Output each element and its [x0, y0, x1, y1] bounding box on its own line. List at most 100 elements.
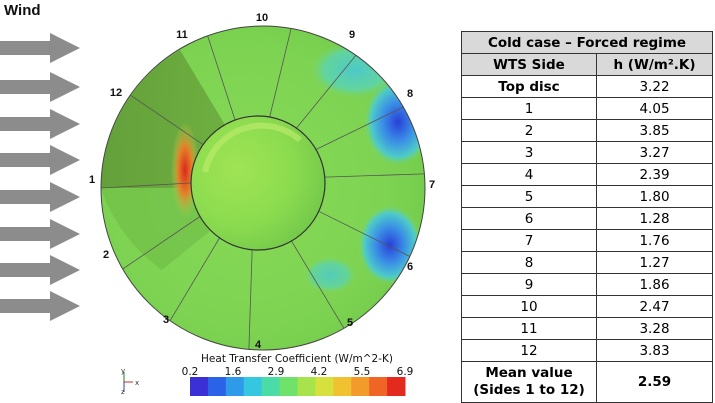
row-side: 7 [461, 229, 597, 252]
table-row: 10 2.47 [461, 295, 713, 318]
table-row: 8 1.27 [461, 251, 713, 274]
row-h: 1.27 [596, 251, 713, 274]
table-row: Top disc 3.22 [461, 75, 713, 98]
segment-divider [130, 94, 204, 145]
colorbar-cell [387, 377, 406, 396]
row-side: 1 [461, 97, 597, 120]
colorbar-tick-label: 6.9 [397, 366, 414, 378]
row-side: 5 [461, 185, 597, 208]
side-label: 8 [407, 88, 413, 100]
axis-y-label: y [121, 367, 125, 375]
row-side: 8 [461, 251, 597, 274]
wind-arrow-icon [0, 33, 80, 63]
mean-value: 2.59 [596, 361, 713, 403]
wind-arrow-icon [0, 291, 80, 321]
row-h: 3.85 [596, 119, 713, 142]
side-label: 11 [176, 29, 188, 41]
colorbar-cell [351, 377, 370, 396]
wind-arrows [0, 33, 80, 321]
colorbar-cell [315, 377, 334, 396]
colorbar-tick-label: 5.5 [354, 366, 371, 378]
side-label: 12 [110, 87, 122, 99]
table-row: 3 3.27 [461, 141, 713, 164]
segment-divider [248, 249, 253, 350]
segment-divider [122, 216, 201, 270]
mean-label-line2: (Sides 1 to 12) [473, 382, 585, 398]
colorbar-cell [297, 377, 316, 396]
colorbar-cell [190, 377, 209, 396]
top-disc [190, 115, 326, 251]
segment-divider [207, 35, 236, 121]
mean-label-line1: Mean value [485, 365, 573, 381]
segment-divider [318, 210, 410, 257]
table-title: Cold case – Forced regime [461, 31, 713, 54]
colorbar-cell [225, 377, 245, 396]
row-h: 3.22 [596, 75, 713, 98]
table-body: Top disc 3.22 1 4.05 2 3.85 3 3.27 4 2.39 5 1.80 6 1.… [461, 75, 713, 362]
table-row: 4 2.39 [461, 163, 713, 186]
colorbar-scale [190, 377, 406, 396]
colorbar-cell [261, 377, 281, 396]
segment-divider [315, 106, 404, 150]
side-label: 10 [256, 12, 268, 24]
row-side: 10 [461, 295, 597, 318]
row-h: 1.80 [596, 185, 713, 208]
results-table: Cold case – Forced regime WTS Side h (W/… [461, 31, 713, 403]
colorbar-tick-label: 2.9 [268, 366, 285, 378]
side-label: 2 [103, 249, 109, 261]
colorbar-cell [207, 377, 227, 396]
row-h: 2.47 [596, 295, 713, 318]
wind-arrow-icon [0, 109, 80, 139]
row-h: 1.86 [596, 273, 713, 296]
row-side: Top disc [461, 75, 597, 98]
table-row: 7 1.76 [461, 229, 713, 252]
segment-dividers [100, 28, 425, 350]
table-row: 11 3.28 [461, 317, 713, 340]
wind-arrow-icon [0, 219, 80, 249]
colorbar-cell [369, 377, 388, 396]
row-side: 4 [461, 163, 597, 186]
side-label: 7 [429, 179, 435, 191]
side-label: 3 [163, 314, 169, 326]
segment-divider [291, 240, 345, 329]
mean-label: Mean value (Sides 1 to 12) [461, 361, 597, 403]
table-row: 9 1.86 [461, 273, 713, 296]
row-side: 6 [461, 207, 597, 230]
row-h: 3.27 [596, 141, 713, 164]
row-h: 3.83 [596, 339, 713, 362]
colorbar-tick-label: 0.2 [182, 366, 199, 378]
row-h: 1.28 [596, 207, 713, 230]
row-h: 4.05 [596, 97, 713, 120]
side-label: 9 [349, 29, 355, 41]
wind-arrow-icon [0, 255, 80, 285]
axis-z-label: z [121, 388, 125, 396]
wind-label: Wind [4, 2, 41, 19]
col-header-side: WTS Side [461, 53, 597, 76]
row-side: 3 [461, 141, 597, 164]
row-h: 2.39 [596, 163, 713, 186]
colorbar-tick-label: 4.2 [311, 366, 328, 378]
row-side: 9 [461, 273, 597, 296]
colorbar-title: Heat Transfer Coefficient (W/m^2-K) [201, 353, 393, 365]
outer-edge [100, 25, 426, 351]
colorbar-tick-label: 1.6 [225, 366, 242, 378]
colorbar-ticks: 0.2 1.6 2.9 4.2 5.5 6.9 [182, 366, 414, 378]
segment-divider [100, 182, 192, 189]
colorbar-cell [333, 377, 352, 396]
wind-arrow-icon [0, 182, 80, 212]
colorbar-cell [243, 377, 263, 396]
axis-x-label: x [135, 379, 139, 387]
row-side: 11 [461, 317, 597, 340]
side-label: 5 [347, 317, 353, 329]
row-side: 12 [461, 339, 597, 362]
table-row: 6 1.28 [461, 207, 713, 230]
axis-triad-icon: y x z [121, 367, 139, 396]
table-row: 1 4.05 [461, 97, 713, 120]
table-row: 12 3.83 [461, 339, 713, 362]
table-row: 5 1.80 [461, 185, 713, 208]
side-label: 1 [89, 174, 95, 186]
segment-divider [269, 28, 292, 118]
table-row: 2 3.85 [461, 119, 713, 142]
